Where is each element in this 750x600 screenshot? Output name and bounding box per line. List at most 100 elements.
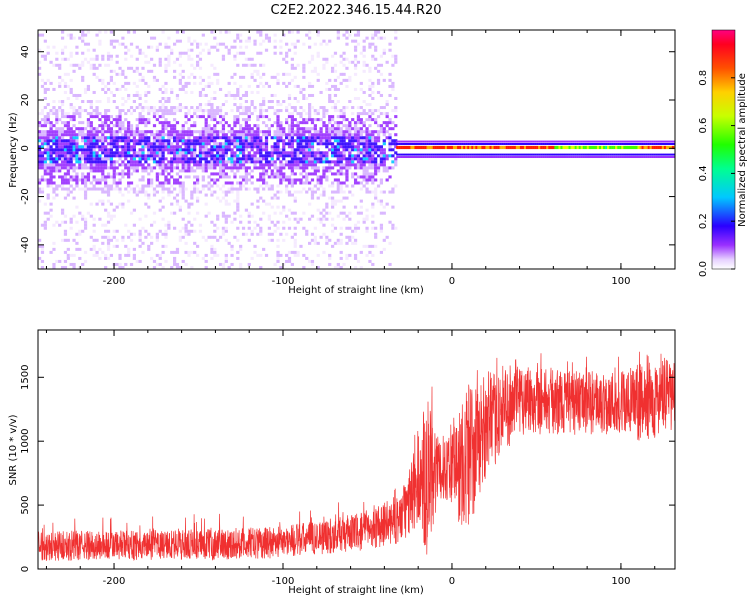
snr-frame	[37, 329, 676, 570]
spectrogram-cell	[55, 57, 59, 61]
spectrogram-cell	[313, 42, 317, 46]
spectrogram-cell	[124, 145, 128, 149]
spectrogram-cell	[52, 139, 56, 143]
spectrogram-cell	[619, 142, 622, 145]
spectrogram-cell	[376, 133, 381, 137]
spectrogram-cell	[173, 250, 177, 254]
spectrogram-cell	[513, 156, 517, 159]
spectrogram-cell	[150, 181, 154, 185]
spectrogram-cell	[296, 139, 300, 143]
spectrogram-cell	[69, 139, 73, 143]
spectrogram-cell	[362, 220, 366, 224]
spectrogram-cell	[615, 153, 618, 156]
spectrogram-cell	[167, 57, 171, 61]
spectrogram-cell	[173, 75, 177, 79]
spectrogram-cell	[95, 130, 99, 134]
spectrogram-cell	[43, 202, 47, 206]
spectrogram-cell	[124, 148, 128, 152]
spectrogram-cell	[167, 36, 171, 40]
spectrogram-cell	[259, 81, 263, 85]
spectrogram-cell	[336, 30, 340, 34]
spectrogram-cell	[455, 140, 458, 143]
spectrogram-cell	[81, 229, 85, 233]
spectrogram-cell	[55, 154, 59, 158]
spectrogram-cell	[63, 175, 68, 179]
spectrogram-cell	[328, 169, 332, 173]
spectrogram-cell	[152, 142, 157, 146]
spectrogram-cell	[465, 156, 468, 159]
spectrogram-cell	[382, 157, 386, 161]
spectrogram-cell	[60, 57, 65, 61]
spectrogram-cell	[78, 66, 82, 70]
spectrogram-cell	[376, 169, 381, 173]
spectrogram-cell	[121, 235, 125, 239]
spectrogram-cell	[259, 265, 263, 269]
spectrogram-cell	[55, 187, 59, 191]
spectrogram-cell	[319, 217, 323, 221]
spectrogram-cell	[436, 153, 439, 156]
spectrogram-cell	[250, 145, 254, 149]
spectrogram-cell	[207, 133, 211, 137]
spectrogram-cell	[382, 238, 386, 242]
spectrogram-cell	[359, 51, 363, 55]
spectrogram-cell	[72, 166, 76, 170]
spectrogram-cell	[104, 154, 108, 158]
spectrogram-cell	[247, 115, 251, 119]
spectrogram-cell	[181, 217, 185, 221]
spectrogram-cell	[66, 84, 70, 88]
spectrogram-cell	[106, 166, 111, 170]
spectrogram-cell	[95, 112, 99, 116]
spectrogram-cell	[155, 172, 159, 176]
spectrogram-cell	[572, 145, 575, 150]
spectrogram-cell	[178, 54, 182, 58]
spectrogram-cell	[368, 103, 372, 107]
spectrogram-cell	[325, 202, 329, 206]
spectrogram-cell	[109, 160, 114, 164]
spectrogram-cell	[345, 78, 349, 82]
spectrogram-cell	[89, 187, 93, 191]
spectrogram-cell	[104, 130, 108, 134]
spectrogram-cell	[273, 196, 277, 200]
spectrogram-cell	[290, 163, 294, 167]
spectrogram-cell	[371, 160, 375, 164]
spectrogram-cell	[523, 140, 527, 143]
spectrogram-cell	[83, 226, 88, 230]
spectrogram-cell	[141, 151, 145, 155]
spectrogram-cell	[365, 253, 369, 257]
spectrogram-cell	[40, 54, 45, 58]
spectrogram-cell	[665, 156, 669, 159]
spectrogram-cell	[98, 178, 102, 182]
spectrogram-cell	[127, 124, 131, 128]
spectrogram-cell	[132, 154, 136, 158]
spectrogram-cell	[267, 238, 271, 242]
spectrogram-cell	[190, 63, 194, 67]
spectrogram-cell	[92, 57, 96, 61]
spectrogram-cell	[517, 156, 521, 159]
spectrogram-cell	[83, 142, 88, 146]
spectrogram-cell	[190, 190, 194, 194]
spectrogram-cell	[106, 220, 111, 224]
spectrogram-cell	[60, 238, 65, 242]
spectrogram-cell	[262, 109, 266, 113]
spectrogram-cell	[576, 142, 579, 145]
spectrogram-cell	[302, 187, 306, 191]
spectrogram-cell	[477, 145, 480, 150]
spectrogram-cell	[49, 130, 53, 134]
spectrogram-cell	[501, 142, 504, 145]
spectrogram-cell	[52, 109, 56, 113]
spectrogram-cell	[75, 184, 79, 188]
spectrogram-cell	[647, 140, 650, 143]
spectrogram-cell	[43, 148, 47, 152]
spectrogram-cell	[319, 139, 323, 143]
spectrogram-cell	[319, 90, 323, 94]
spectrogram-cell	[155, 238, 159, 242]
spectrogram-cell	[98, 181, 102, 185]
spectrogram-cell	[376, 115, 381, 119]
spectrogram-cell	[190, 57, 194, 61]
spectrogram-cell	[58, 109, 62, 113]
spectrogram-cell	[339, 54, 343, 58]
spectrogram-cell	[244, 109, 249, 113]
spectrogram-cell	[193, 109, 197, 113]
spectrogram-cell	[66, 148, 70, 152]
spectrogram-cell	[144, 157, 148, 161]
